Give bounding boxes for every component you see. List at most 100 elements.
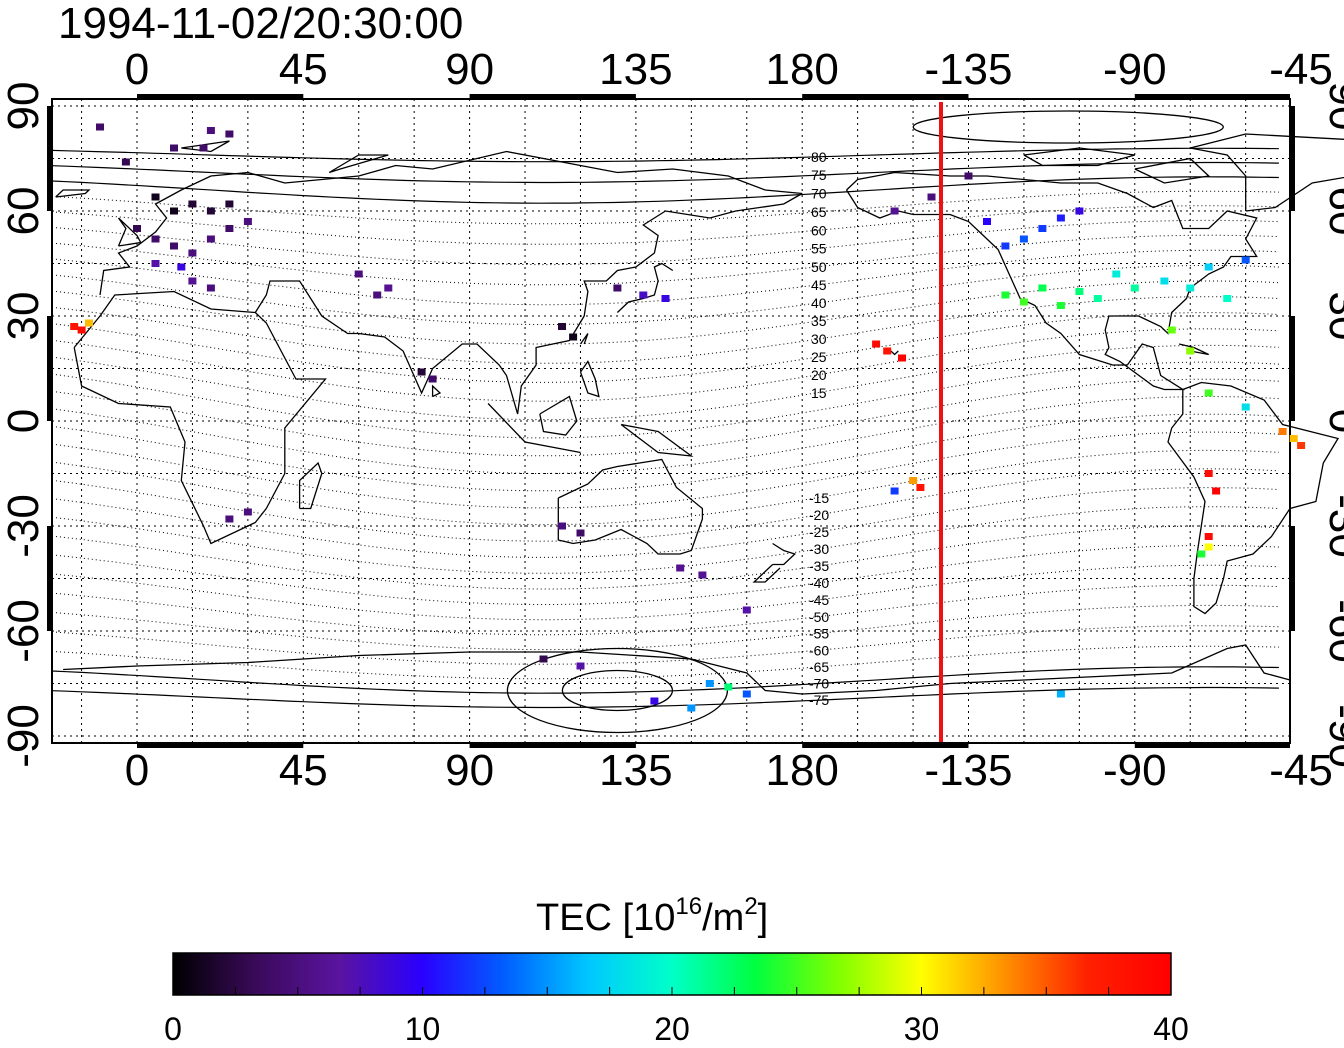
coastline-segment	[772, 542, 797, 566]
tec-data-point	[661, 295, 670, 302]
axis-labels: 0045459090135135180180-135-135-90-90-45-…	[0, 45, 1344, 795]
contour-line	[51, 564, 1279, 621]
contour-label: 25	[811, 349, 827, 365]
tec-data-point	[890, 487, 899, 495]
tec-data-point	[890, 207, 899, 215]
coastline-segment	[1023, 147, 1135, 167]
coastline-segment	[1178, 343, 1209, 356]
lat-label-left: -60	[0, 599, 48, 663]
lat-label-left: 90	[0, 82, 48, 131]
magnetic-latitude-contours	[51, 110, 1279, 734]
lon-label-bottom: 45	[279, 746, 328, 795]
contour-line	[51, 625, 1279, 665]
contour-line	[51, 190, 1279, 225]
contour-label: -50	[809, 609, 829, 625]
contour-label: -70	[809, 676, 829, 692]
colorbar-tick-label: 0	[164, 1011, 182, 1047]
contour-label: 40	[811, 295, 827, 311]
tec-data-point	[1075, 207, 1084, 215]
tec-data-point	[883, 347, 892, 355]
coastline-segment	[845, 171, 1258, 391]
frame-tick-bar	[47, 106, 53, 211]
tec-data-point	[569, 333, 578, 341]
lat-label-right: -30	[1320, 494, 1344, 558]
lon-label-top: 0	[125, 45, 149, 94]
tec-data-point	[687, 704, 696, 712]
contour-label: 55	[811, 241, 827, 257]
coastline-segment	[117, 217, 142, 247]
tec-data-point	[225, 225, 234, 232]
coastline-segment	[616, 262, 674, 313]
frame-tick-bar	[1289, 316, 1295, 421]
contour-line	[51, 361, 1279, 439]
tec-data-point	[650, 697, 659, 705]
tec-data-point	[1204, 543, 1213, 551]
contour-label: 70	[811, 186, 827, 202]
lon-label-top: 135	[599, 45, 672, 94]
frame-tick-bar	[1134, 94, 1290, 100]
contour-label: -25	[809, 524, 829, 540]
lat-label-right: -60	[1320, 599, 1344, 663]
contour-ellipse	[912, 110, 1224, 144]
contour-labels: 80 75 70 65 60 55 50 45 40 35 30 25 20 15 -15-20-25-30…	[809, 149, 829, 708]
tec-data-point	[417, 368, 426, 376]
tec-data-point	[1019, 235, 1028, 243]
contour-line	[51, 666, 1279, 694]
colorbar-tick-label: 40	[1153, 1011, 1189, 1047]
tec-data-point	[983, 218, 991, 225]
tec-data-point	[188, 249, 197, 257]
coastline-segment	[254, 192, 803, 415]
coastline-segment	[557, 458, 704, 555]
tec-data-point	[354, 270, 363, 278]
tec-data-points	[70, 123, 1306, 712]
contour-line	[51, 176, 1279, 204]
coastline-segment	[431, 384, 442, 398]
colorbar-tick-label: 30	[904, 1011, 940, 1047]
colorbar-tick-label: 10	[405, 1011, 441, 1047]
coastline-segment	[579, 333, 589, 345]
tec-data-point	[243, 508, 252, 516]
tec-data-point	[1130, 284, 1139, 292]
contour-line	[51, 525, 1279, 590]
lat-label-left: 0	[0, 409, 48, 433]
contour-label: 80	[811, 149, 827, 165]
tec-data-point	[1093, 295, 1102, 302]
contour-label: -15	[809, 490, 829, 506]
tec-data-point	[698, 571, 707, 579]
frame-tick-bar	[1134, 742, 1290, 748]
contour-line	[51, 686, 1279, 709]
coastline-segment	[620, 423, 694, 457]
frame-tick-bar	[469, 742, 636, 748]
colorbar-label-sup2: 2	[744, 893, 757, 920]
tec-data-point	[225, 515, 234, 523]
lat-label-left: 60	[0, 187, 48, 236]
contour-label: 45	[811, 277, 827, 293]
coastline-segment	[55, 189, 91, 198]
lon-label-top: 180	[765, 45, 838, 94]
coastline-segment	[1167, 381, 1340, 615]
tec-data-point	[1223, 295, 1232, 302]
contour-line	[51, 645, 1279, 680]
contour-label: -30	[809, 541, 829, 557]
lon-label-top: 45	[279, 45, 328, 94]
lon-label-bottom: -135	[924, 746, 1012, 795]
colorbar-label-sup: 16	[675, 893, 702, 920]
coastline-segment	[752, 564, 781, 583]
tec-data-point	[1112, 270, 1121, 278]
tec-data-point	[909, 477, 918, 484]
lat-label-right: 90	[1320, 82, 1344, 131]
tec-data-point	[428, 375, 437, 383]
contour-label: -65	[809, 659, 829, 675]
tec-data-point	[1297, 442, 1306, 449]
frame-tick-bar	[136, 742, 304, 748]
colorbar-label-end: ]	[758, 897, 769, 939]
tec-data-point	[1289, 435, 1298, 442]
world-map-plot: 8075706560555045403530252015-15-20-25-30…	[47, 94, 1344, 748]
tec-data-point	[613, 284, 622, 292]
tec-data-point	[1204, 389, 1213, 397]
tec-data-point	[576, 529, 585, 537]
lon-label-bottom: 90	[445, 746, 494, 795]
tec-data-point	[170, 207, 178, 215]
timestamp-title: 1994-11-02/20:30:00	[58, 0, 463, 48]
contour-label: 75	[811, 167, 827, 183]
